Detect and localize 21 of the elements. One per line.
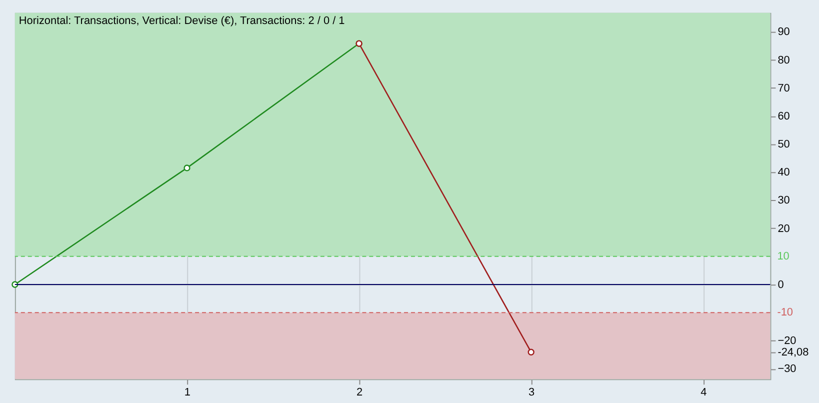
y-tick-label: 90 xyxy=(778,26,790,38)
y-tick-label: 80 xyxy=(778,54,790,66)
x-tick-label: 4 xyxy=(700,386,707,399)
y-tick-label: -24,08 xyxy=(778,346,809,359)
point xyxy=(528,348,534,356)
y-tick-label: 50 xyxy=(778,138,790,151)
x-tick-label: 2 xyxy=(356,386,363,399)
x-tick-label: 3 xyxy=(528,386,535,399)
point xyxy=(184,164,190,172)
ref-line-label: 10 xyxy=(777,250,790,262)
y-tick-label: 20 xyxy=(778,222,790,235)
y-tick-label: −20 xyxy=(778,335,796,348)
y-tick-label: 30 xyxy=(778,194,790,207)
x-tick-label: 1 xyxy=(184,386,191,399)
y-tick-label: 60 xyxy=(778,110,790,122)
ref-line-label: -10 xyxy=(777,306,794,319)
y-tick-label: −30 xyxy=(778,363,796,376)
chart-title: Horizontal: Transactions, Vertical: Devise (€), Transactions: 2 / 0 / 1 xyxy=(18,14,345,27)
y-tick-label: 40 xyxy=(778,166,790,179)
y-tick-label: 0 xyxy=(778,278,784,291)
y-tick-label: 70 xyxy=(778,82,790,94)
